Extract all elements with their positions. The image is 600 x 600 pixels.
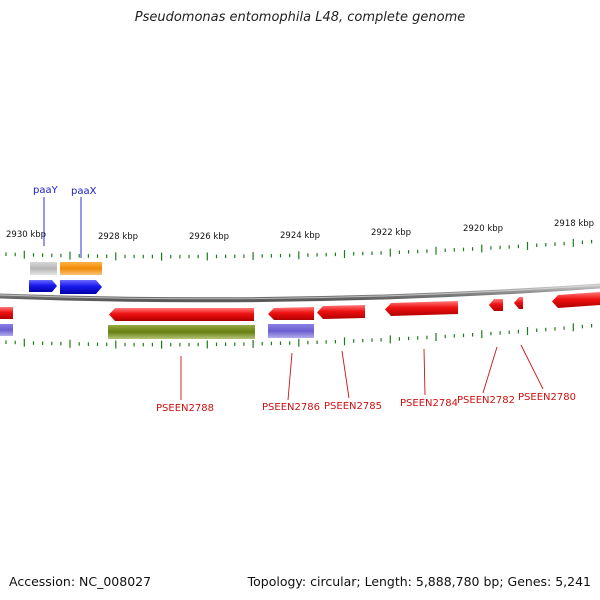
cds-partial-right[interactable] <box>552 292 600 308</box>
cds-arrow-PSEEN2780[interactable] <box>514 297 523 309</box>
scale-label-2924: 2924 kbp <box>280 231 320 241</box>
gray-feature-paaY[interactable] <box>30 262 57 275</box>
scale-label-2920: 2920 kbp <box>463 224 503 234</box>
scale-ticks-inner <box>5 323 593 349</box>
cds-arrow-paaY[interactable] <box>29 280 57 292</box>
scale-label-2922: 2922 kbp <box>371 228 411 238</box>
genome-summary-text: Topology: circular; Length: 5,888,780 bp… <box>247 574 591 589</box>
gene-label-PSEEN2785[interactable]: PSEEN2785 <box>324 401 382 412</box>
scale-ticks-outer <box>5 238 593 261</box>
gene-label-paaY[interactable]: paaY <box>33 185 59 196</box>
gene-label-PSEEN2782[interactable]: PSEEN2782 <box>457 395 515 406</box>
gene-label-PSEEN2784[interactable]: PSEEN2784 <box>400 398 458 409</box>
cds-arrow-paaX[interactable] <box>60 280 102 294</box>
scale-label-2918: 2918 kbp <box>554 219 594 229</box>
map-title: Pseudomonas entomophila L48, complete ge… <box>134 10 466 25</box>
cds-arrow-PSEEN2786[interactable] <box>268 307 314 320</box>
scale-label-2926: 2926 kbp <box>189 232 229 242</box>
gene-partial-left[interactable] <box>0 324 13 336</box>
cds-arrow-PSEEN2785[interactable] <box>317 305 365 319</box>
gene-label-PSEEN2786[interactable]: PSEEN2786 <box>262 402 320 413</box>
gene-label-paaX[interactable]: paaX <box>71 186 97 197</box>
gene-label-PSEEN2780[interactable]: PSEEN2780 <box>518 392 576 403</box>
cds-arrow-PSEEN2788[interactable] <box>109 308 254 321</box>
gene-label-PSEEN2788[interactable]: PSEEN2788 <box>156 403 214 414</box>
accession-text: Accession: NC_008027 <box>9 574 152 589</box>
orange-feature-paaX[interactable] <box>60 262 102 275</box>
scale-label-2930: 2930 kbp <box>6 230 46 240</box>
cds-arrow-PSEEN2782[interactable] <box>489 299 503 311</box>
cds-arrow-PSEEN2784[interactable] <box>385 301 458 316</box>
gene-olive-PSEEN2788[interactable] <box>108 325 255 339</box>
label-leaders <box>43 197 544 401</box>
genome-backbone <box>0 283 600 303</box>
scale-label-2928: 2928 kbp <box>98 232 138 242</box>
cds-partial-left[interactable] <box>0 307 13 319</box>
scale-labels: 2930 kbp 2928 kbp 2926 kbp 2924 kbp 2922… <box>6 219 594 242</box>
gene-purple-PSEEN2786[interactable] <box>268 324 314 338</box>
